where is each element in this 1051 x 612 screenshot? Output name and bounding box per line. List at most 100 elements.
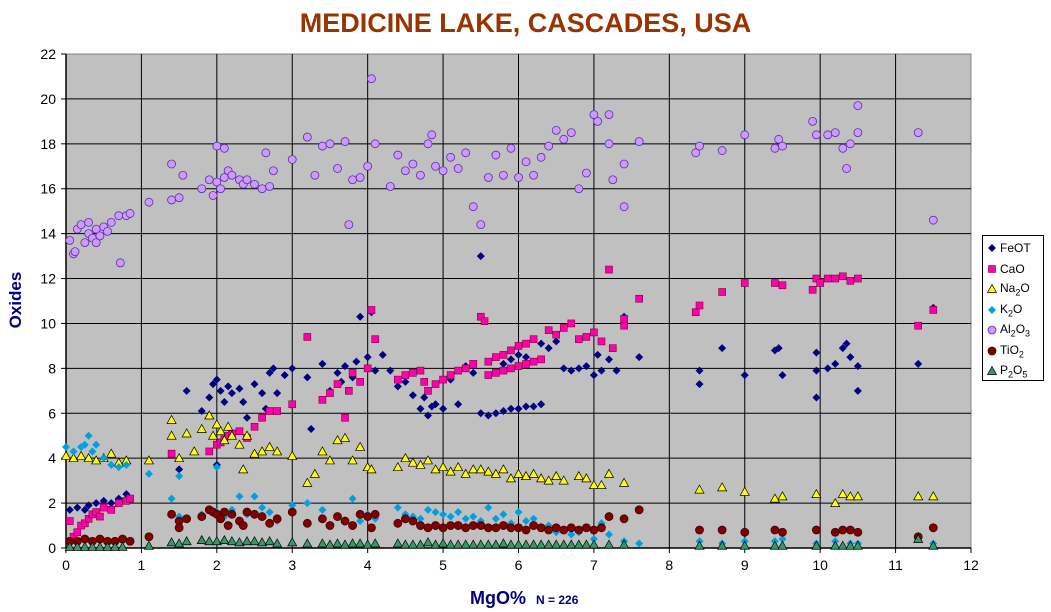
data-point-p2o5 bbox=[769, 540, 781, 550]
data-point-na2o bbox=[207, 430, 219, 440]
data-point-al2o3 bbox=[589, 110, 599, 120]
data-point-p2o5 bbox=[407, 539, 419, 549]
data-point-al2o3 bbox=[913, 128, 923, 137]
legend-item-feot: FeOT bbox=[983, 238, 1043, 259]
legend-item-al2o3: Al2O3 bbox=[983, 320, 1043, 341]
data-point-cao bbox=[529, 335, 538, 343]
data-point-tio2 bbox=[514, 523, 523, 533]
data-point-cao bbox=[823, 274, 832, 283]
data-point-k2o bbox=[212, 463, 221, 472]
data-point-cao bbox=[567, 319, 576, 328]
data-point-p2o5 bbox=[355, 538, 366, 548]
data-point-p2o5 bbox=[143, 540, 155, 550]
data-point-k2o bbox=[265, 508, 274, 517]
data-point-feot bbox=[227, 389, 236, 398]
data-point-cao bbox=[480, 317, 489, 326]
data-point-tio2 bbox=[581, 523, 591, 533]
data-point-feot bbox=[552, 337, 561, 346]
data-point-k2o bbox=[778, 535, 787, 544]
data-point-na2o bbox=[913, 491, 924, 501]
legend: FeOT CaO Na2O K2O Al2O3 TiO2 P2O5 bbox=[982, 235, 1044, 381]
legend-item-tio2: TiO2 bbox=[983, 341, 1043, 362]
data-point-na2o bbox=[717, 482, 728, 492]
data-point-na2o bbox=[355, 441, 366, 451]
data-point-al2o3 bbox=[178, 170, 188, 180]
data-point-tio2 bbox=[499, 521, 508, 530]
data-point-tio2 bbox=[845, 525, 855, 535]
data-point-p2o5 bbox=[468, 539, 479, 549]
data-point-feot bbox=[537, 400, 546, 409]
data-point-feot bbox=[424, 411, 432, 420]
data-point-feot bbox=[307, 424, 316, 433]
data-point-feot bbox=[499, 359, 508, 368]
series-cao bbox=[65, 265, 938, 541]
data-point-k2o bbox=[461, 514, 470, 523]
data-point-al2o3 bbox=[740, 130, 750, 140]
data-point-na2o bbox=[309, 468, 320, 478]
data-point-feot bbox=[288, 364, 297, 373]
data-point-p2o5 bbox=[520, 539, 532, 549]
data-point-feot bbox=[224, 382, 233, 391]
data-point-na2o bbox=[166, 414, 177, 424]
data-point-cao bbox=[808, 285, 817, 294]
data-point-p2o5 bbox=[430, 539, 441, 549]
data-point-na2o bbox=[91, 455, 102, 465]
data-point-al2o3 bbox=[453, 164, 463, 173]
data-point-al2o3 bbox=[344, 220, 354, 230]
data-point-cao bbox=[205, 447, 214, 456]
data-point-cao bbox=[356, 378, 364, 386]
data-point-tio2 bbox=[393, 518, 403, 528]
data-point-al2o3 bbox=[928, 215, 938, 225]
data-point-feot bbox=[107, 499, 116, 508]
data-point-feot bbox=[812, 393, 821, 402]
data-point-feot bbox=[333, 368, 342, 377]
data-point-tio2 bbox=[830, 527, 840, 537]
data-point-cao bbox=[333, 380, 342, 388]
data-point-feot bbox=[197, 407, 206, 416]
data-point-al2o3 bbox=[774, 134, 784, 144]
data-point-cao bbox=[499, 351, 508, 359]
data-point-p2o5 bbox=[287, 537, 298, 547]
data-point-al2o3 bbox=[717, 146, 727, 155]
data-point-feot bbox=[216, 386, 225, 395]
data-point-p2o5 bbox=[415, 539, 426, 549]
data-point-cao bbox=[559, 324, 568, 332]
data-point-cao bbox=[96, 512, 104, 521]
data-point-na2o bbox=[618, 477, 630, 487]
data-point-al2o3 bbox=[219, 143, 229, 153]
data-point-na2o bbox=[249, 448, 260, 458]
data-point-al2o3 bbox=[695, 141, 704, 151]
data-point-na2o bbox=[347, 455, 358, 465]
data-point-feot bbox=[269, 364, 278, 373]
data-point-al2o3 bbox=[536, 152, 546, 162]
data-point-cao bbox=[126, 494, 134, 503]
data-point-tio2 bbox=[223, 521, 233, 530]
data-point-feot bbox=[243, 413, 251, 422]
data-point-cao bbox=[529, 357, 538, 366]
data-point-cao bbox=[303, 333, 312, 341]
x-tick-label: 9 bbox=[741, 557, 749, 573]
data-point-k2o bbox=[356, 517, 365, 526]
data-point-na2o bbox=[777, 491, 788, 501]
data-point-p2o5 bbox=[536, 539, 547, 549]
data-point-tio2 bbox=[597, 523, 606, 533]
data-point-p2o5 bbox=[256, 537, 268, 547]
data-point-al2o3 bbox=[842, 164, 851, 173]
data-point-cao bbox=[273, 407, 281, 415]
data-point-feot bbox=[420, 393, 429, 402]
data-point-cao bbox=[537, 355, 545, 364]
data-point-feot bbox=[401, 377, 410, 386]
data-point-na2o bbox=[317, 446, 328, 456]
data-point-tio2 bbox=[838, 525, 848, 535]
data-point-p2o5 bbox=[226, 536, 238, 546]
data-point-feot bbox=[842, 339, 851, 348]
data-point-p2o5 bbox=[370, 538, 381, 548]
data-point-k2o bbox=[348, 494, 357, 503]
data-point-cao bbox=[838, 272, 847, 281]
data-point-feot bbox=[740, 371, 749, 380]
data-point-feot bbox=[567, 366, 576, 375]
data-point-na2o bbox=[811, 488, 822, 498]
data-point-feot bbox=[258, 389, 267, 398]
legend-marker-icon bbox=[987, 346, 997, 356]
data-point-p2o5 bbox=[498, 538, 509, 548]
